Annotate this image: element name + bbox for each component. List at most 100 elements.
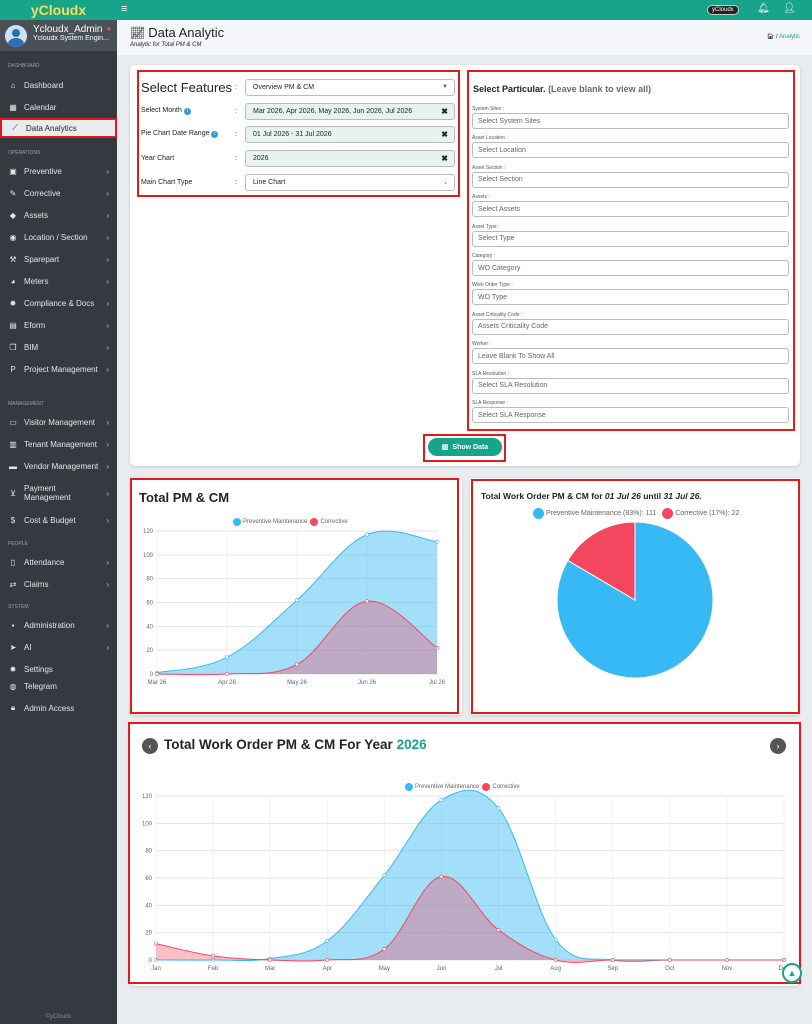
pm-cm-chart-card bbox=[130, 478, 462, 715]
sidebar-item-eform[interactable]: ▤ Eform › bbox=[0, 315, 117, 335]
bell-icon[interactable]: 🔔︎ bbox=[757, 3, 770, 14]
sidebar-item-preventive[interactable]: ▣ Preventive › bbox=[0, 161, 117, 181]
chevron-right-icon: › bbox=[106, 210, 109, 220]
colon: : bbox=[235, 178, 237, 186]
hamburger-menu-icon[interactable]: ≡ bbox=[121, 3, 128, 15]
sidebar-item-dashboard[interactable]: ⌂ Dashboard bbox=[0, 75, 117, 95]
select-month-input[interactable]: Mar 2026, Apr 2026, May 2026, Jun 2026, … bbox=[245, 102, 455, 120]
sidebar-item-data-analytics[interactable]: ⟋ Data Analytics bbox=[0, 118, 117, 138]
x-tick-label: Jul bbox=[495, 966, 503, 972]
sidebar-item-attendance[interactable]: ▯ Attendance › bbox=[0, 552, 117, 572]
clear-icon[interactable]: ✖ bbox=[441, 106, 448, 116]
prev-year-button[interactable]: ‹ bbox=[142, 738, 158, 754]
sidebar-item-assets[interactable]: ◆ Assets › bbox=[0, 205, 117, 225]
sidebar-item-administration[interactable]: ▪ Administration › bbox=[0, 615, 117, 635]
year-chart-input[interactable]: 2026 ✖ bbox=[245, 149, 455, 167]
data-point bbox=[439, 874, 444, 879]
sidebar-item-payment[interactable]: ⊻ Payment Management › bbox=[0, 480, 117, 506]
site-badge[interactable]: yCloudx bbox=[707, 5, 739, 15]
pie-legend-cm[interactable]: Corrective (17%): 22 bbox=[675, 510, 740, 517]
pm-cm-pie-chart bbox=[556, 521, 714, 679]
legend-label-cm[interactable]: Corrective bbox=[492, 784, 520, 790]
y-tick-label: 120 bbox=[142, 794, 153, 800]
sidebar-item-location[interactable]: ◉ Location / Section › bbox=[0, 227, 117, 247]
scroll-to-top-button[interactable]: ▲ bbox=[782, 963, 802, 983]
sidebar-item-ai[interactable]: ➤ AI › bbox=[0, 637, 117, 657]
sidebar-item-admin-access[interactable]: 🔒︎ Admin Access bbox=[0, 698, 117, 718]
sidebar-item-project[interactable]: P Project Management › bbox=[0, 359, 117, 379]
particular-field-input[interactable]: WO Category bbox=[472, 260, 789, 276]
year-chart-year: 2026 bbox=[396, 737, 427, 752]
data-point bbox=[325, 938, 330, 943]
top-navbar: ≡ yCloudx 🔔︎ 👤︎ bbox=[117, 0, 812, 20]
sidebar-item-label: Telegram bbox=[24, 681, 57, 691]
series-area-cm bbox=[157, 601, 437, 675]
home-icon[interactable]: 🏠︎ bbox=[766, 34, 775, 40]
sidebar-item-visitor[interactable]: ▭ Visitor Management › bbox=[0, 412, 117, 432]
pie-range-input[interactable]: 01 Jul 2026 - 31 Jul 2026 ✖ bbox=[245, 125, 455, 143]
main-chart-type-select[interactable]: Line Chart ⌄ bbox=[245, 173, 455, 191]
year-area-chart: 0 20 40 60 80 100 120 Jan Feb Mar Apr May Jun Jul Aug S… bbox=[142, 789, 789, 972]
particular-field-input[interactable]: Select Assets bbox=[472, 201, 789, 218]
particular-field-input[interactable]: Select Type bbox=[472, 230, 789, 247]
particular-field-input[interactable]: Leave Blank To Show All bbox=[472, 348, 789, 365]
clear-icon[interactable]: ✖ bbox=[441, 153, 448, 163]
particular-field-input[interactable]: Select SLA Resolution bbox=[472, 377, 789, 394]
sidebar-item-compliance[interactable]: ✸ Compliance & Docs › bbox=[0, 293, 117, 313]
particular-field-label: Assets : bbox=[472, 194, 490, 201]
sidebar-item-label: Compliance & Docs bbox=[24, 298, 95, 308]
y-tick-label: 100 bbox=[143, 553, 154, 559]
clear-icon[interactable]: ✖ bbox=[441, 129, 448, 139]
sidebar-item-cost[interactable]: $ Cost & Budget › bbox=[0, 510, 117, 530]
select-features-dropdown[interactable]: Overview PM & CM ▼ bbox=[245, 78, 455, 96]
info-icon[interactable]: i bbox=[211, 131, 219, 138]
home-icon: ⌂ bbox=[10, 80, 16, 90]
sidebar-item-bim[interactable]: ❒ BIM › bbox=[0, 337, 117, 357]
legend-label-pm[interactable]: Preventive Maintenance bbox=[415, 784, 480, 790]
user-icon[interactable]: 👤︎ bbox=[783, 3, 796, 14]
sidebar-item-meters[interactable]: ◕ Meters › bbox=[0, 271, 117, 291]
sidebar-item-settings[interactable]: ✹ Settings bbox=[0, 659, 117, 679]
sidebar-item-corrective[interactable]: ✎ Corrective › bbox=[0, 183, 117, 203]
data-point bbox=[155, 672, 159, 676]
online-dot-icon: ● bbox=[106, 24, 112, 33]
breadcrumb-item[interactable]: Analytic bbox=[778, 34, 800, 40]
brand-logo[interactable]: yCloudx bbox=[0, 0, 117, 20]
y-tick-label: 60 bbox=[146, 601, 153, 607]
y-tick-label: 80 bbox=[146, 577, 153, 583]
main-chart-type-row: Main Chart Type : Line Chart ⌄ bbox=[141, 172, 455, 192]
chevron-right-icon: › bbox=[106, 320, 109, 330]
sidebar-item-tenant[interactable]: ▥ Tenant Management › bbox=[0, 434, 117, 454]
sidebar-item-telegram[interactable]: ◍ Telegram bbox=[0, 676, 117, 696]
sidebar-item-claims[interactable]: ⇄ Claims › bbox=[0, 574, 117, 594]
particular-field-input[interactable]: Select Location bbox=[472, 142, 789, 159]
sidebar-item-vendor[interactable]: ▬ Vendor Management › bbox=[0, 456, 117, 476]
particular-field-input[interactable]: Select SLA Response bbox=[472, 407, 789, 423]
particular-highlight bbox=[467, 70, 795, 431]
features-title: Select Features bbox=[141, 79, 233, 95]
info-icon[interactable]: i bbox=[183, 108, 191, 115]
show-data-button[interactable]: ▥ Show Data bbox=[428, 438, 502, 456]
particular-field-input[interactable]: Select Section bbox=[472, 171, 789, 188]
gear-icon: ✹ bbox=[9, 664, 17, 674]
sidebar-item-label: Dashboard bbox=[24, 80, 64, 90]
pie-legend-pm[interactable]: Preventive Maintenance (83%): 111 bbox=[546, 510, 657, 517]
select-features-value: Overview PM & CM bbox=[253, 83, 315, 91]
particular-field-input[interactable]: WO Type bbox=[472, 289, 789, 306]
colon: : bbox=[235, 130, 237, 138]
particular-field-label: System Sites : bbox=[472, 106, 504, 112]
y-tick-label: 40 bbox=[145, 903, 152, 909]
series-area-pm bbox=[157, 531, 437, 674]
sidebar-item-calendar[interactable]: ▦ Calendar bbox=[0, 97, 117, 117]
pm-cm-chart-highlight bbox=[130, 478, 459, 714]
year-chart-label: Year Chart bbox=[141, 154, 175, 162]
user-panel[interactable]: Ycloudx_Admin ● Ycloudx System Engin... bbox=[0, 20, 117, 51]
legend-label-pm[interactable]: Preventive Maintenance bbox=[243, 519, 308, 525]
particular-field-input[interactable]: Assets Criticality Code bbox=[472, 318, 789, 335]
form-icon: ▤ bbox=[9, 320, 17, 330]
particular-field-input[interactable]: Select System Sites bbox=[472, 113, 789, 129]
next-year-button[interactable]: › bbox=[770, 738, 786, 754]
sidebar-item-sparepart[interactable]: ⚒ Sparepart › bbox=[0, 249, 117, 269]
chevron-right-icon: › bbox=[106, 166, 109, 176]
legend-label-cm[interactable]: Corrective bbox=[320, 519, 348, 525]
